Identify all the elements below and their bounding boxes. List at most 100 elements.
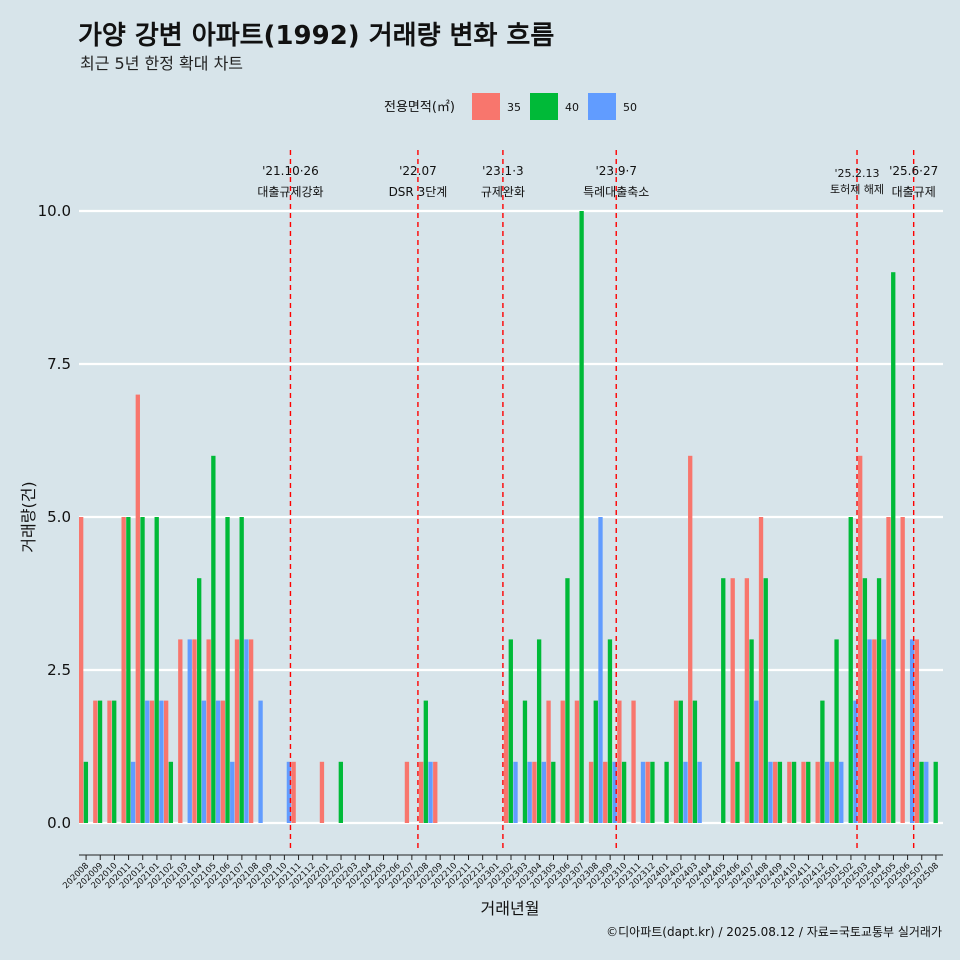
bar-35-202101 <box>149 700 155 823</box>
bar-40-202406 <box>735 761 740 823</box>
bar-40-202107 <box>239 517 244 823</box>
bar-50-202502 <box>853 700 858 823</box>
bar-50-202412 <box>824 761 830 823</box>
bar-40-202012 <box>140 517 145 823</box>
chart-subtitle: 최근 5년 한정 확대 차트 <box>80 54 243 73</box>
bar-50-202208 <box>428 761 433 823</box>
event-date-4: '25.2.13 <box>835 167 880 180</box>
bar-50-202407 <box>754 700 759 823</box>
bar-40-202208 <box>423 700 428 823</box>
bar-35-202501 <box>829 761 835 823</box>
bar-50-202503 <box>867 639 872 823</box>
bar-50-202105 <box>215 700 221 823</box>
y-tick-label-3: 7.5 <box>47 355 71 373</box>
bar-40-202508 <box>933 761 938 823</box>
bar-40-202403 <box>692 700 698 823</box>
bar-40-202101 <box>154 517 159 823</box>
bar-35-202410 <box>787 761 792 823</box>
bar-50-202402 <box>683 761 688 823</box>
bar-50-202103 <box>187 639 192 823</box>
bar-35-202304 <box>532 761 537 823</box>
event-label-0: 대출규제강화 <box>257 185 323 199</box>
bar-35-202507 <box>914 639 919 823</box>
bar-35-202310 <box>617 700 622 823</box>
bar-40-202411 <box>806 761 811 823</box>
bar-40-202302 <box>508 639 513 823</box>
y-tick-label-1: 2.5 <box>47 661 71 679</box>
bar-40-202304 <box>536 639 542 823</box>
event-date-0: '21.10·26 <box>262 164 319 178</box>
bar-35-202407 <box>744 578 750 823</box>
event-lines: '21.10·26 대출규제강화 '22.07 DSR 3단계 '23.1·3 규제완화 '… <box>257 150 938 852</box>
bar-40-202309 <box>607 639 613 823</box>
bar-35-202409 <box>773 761 778 823</box>
bar-35-202012 <box>135 394 140 823</box>
bar-40-202409 <box>777 761 783 823</box>
bar-50-202408 <box>768 761 773 823</box>
bar-35-202105 <box>206 639 211 823</box>
bar-35-202010 <box>107 700 112 823</box>
bar-40-202505 <box>891 272 896 823</box>
bar-35-202403 <box>688 455 693 823</box>
bar-40-202402 <box>678 700 683 823</box>
bar-35-202309 <box>603 761 608 823</box>
bar-40-202410 <box>791 761 797 823</box>
bar-35-202311 <box>631 700 636 823</box>
bar-35-202505 <box>886 517 891 823</box>
bar-40-202102 <box>168 761 174 823</box>
bar-35-202009 <box>93 700 98 823</box>
event-date-5: '25.6·27 <box>889 164 938 178</box>
y-tick-label-4: 10.0 <box>38 202 71 220</box>
bar-35-202312 <box>645 761 650 823</box>
bar-40-202010 <box>112 700 117 823</box>
bar-35-202207 <box>404 761 410 823</box>
bar-40-202501 <box>834 639 839 823</box>
bar-35-202208 <box>418 761 424 823</box>
bars <box>79 211 938 823</box>
bar-35-202108 <box>248 639 254 823</box>
bar-35-202306 <box>560 700 565 823</box>
bar-50-202302 <box>513 761 518 823</box>
bar-40-202310 <box>621 761 627 823</box>
bar-50-202303 <box>527 761 532 823</box>
bar-40-202408 <box>763 578 768 823</box>
bar-35-202008 <box>79 517 84 823</box>
bar-50-202501 <box>839 761 844 823</box>
bar-40-202105 <box>211 455 216 823</box>
legend-title: 전용면적(㎡) <box>384 100 455 115</box>
bar-40-202202 <box>338 761 343 823</box>
bar-35-202308 <box>588 761 594 823</box>
bar-35-202504 <box>872 639 877 823</box>
bar-50-202104 <box>201 700 207 823</box>
bar-35-202406 <box>730 578 735 823</box>
bar-35-202104 <box>192 639 197 823</box>
bar-35-202503 <box>858 455 863 823</box>
bar-40-202104 <box>197 578 202 823</box>
event-label-4: 토허제 해제 <box>830 182 884 196</box>
bar-40-202305 <box>551 761 556 823</box>
bar-35-202402 <box>673 700 679 823</box>
legend-label-35: 35 <box>507 101 521 114</box>
bar-40-202308 <box>593 700 598 823</box>
bar-50-202507 <box>924 761 929 823</box>
event-date-3: '23.9·7 <box>595 164 636 178</box>
event-label-5: 대출규제 <box>892 185 936 199</box>
bar-50-202403 <box>697 761 702 823</box>
legend-swatch-35 <box>472 93 500 120</box>
bar-50-202110 <box>286 761 292 823</box>
bar-40-202412 <box>820 700 825 823</box>
bar-35-202305 <box>546 700 551 823</box>
bar-35-202408 <box>758 517 764 823</box>
bar-35-202412 <box>815 761 820 823</box>
event-label-2: 규제완화 <box>481 185 525 199</box>
bar-40-202507 <box>919 761 924 823</box>
bar-40-202106 <box>225 517 230 823</box>
bar-35-202201 <box>319 761 325 823</box>
legend-swatch-50 <box>588 93 616 120</box>
bar-35-202103 <box>178 639 183 823</box>
bar-40-202405 <box>721 578 726 823</box>
bar-40-202008 <box>83 761 89 823</box>
bar-40-202504 <box>876 578 882 823</box>
x-axis-label: 거래년월 <box>481 899 540 918</box>
bar-50-202012 <box>145 700 150 823</box>
